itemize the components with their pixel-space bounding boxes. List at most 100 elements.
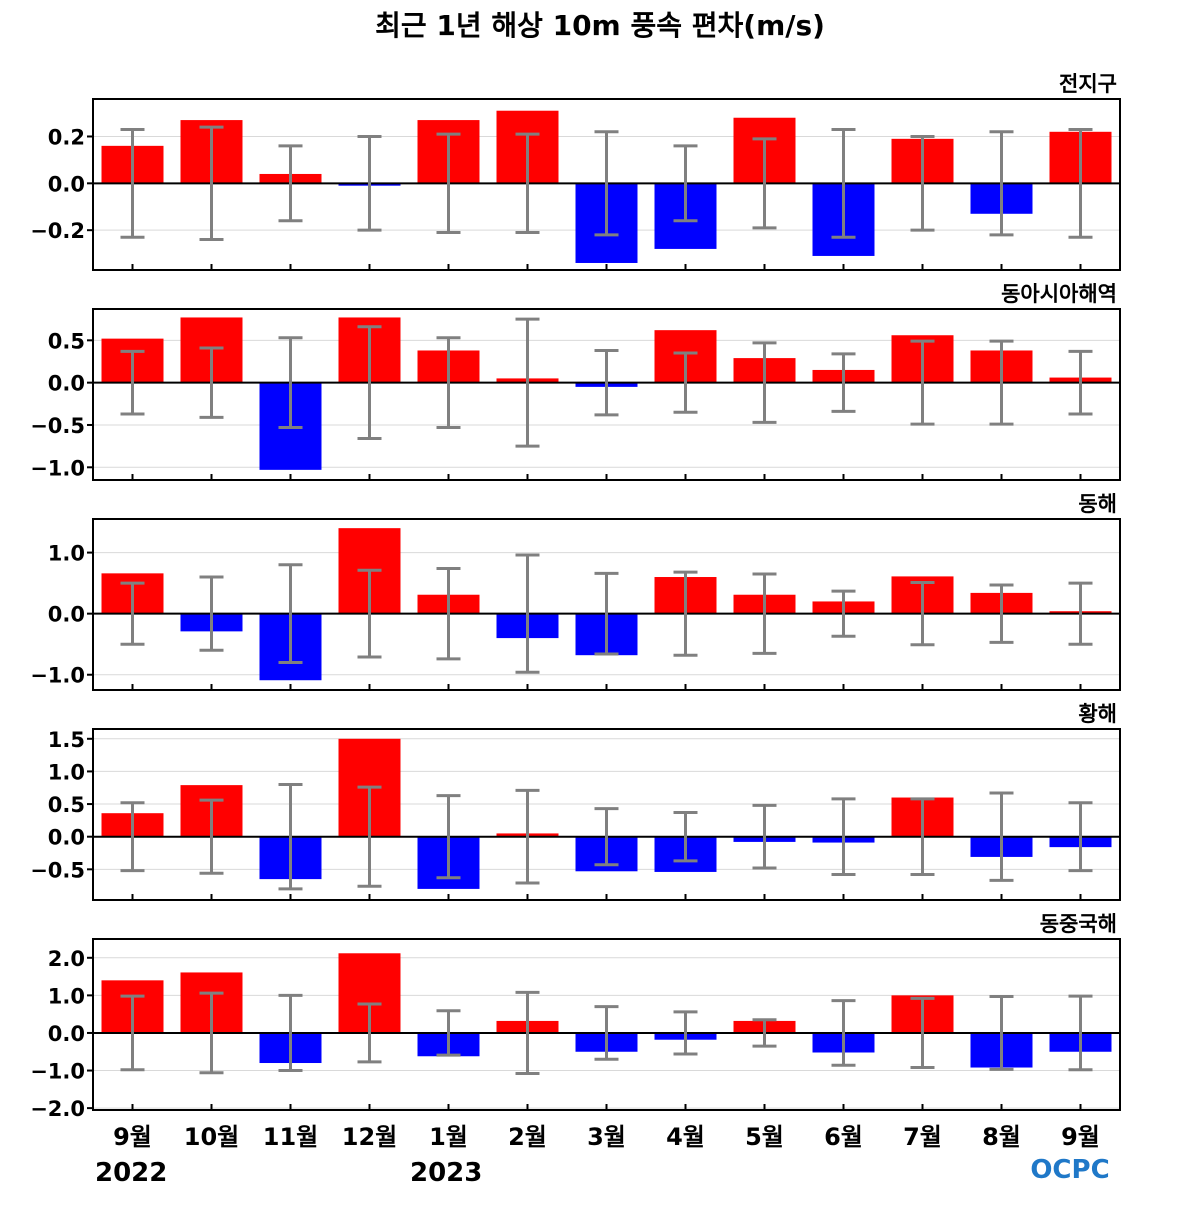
error-bar — [515, 553, 540, 674]
error-bar — [278, 144, 303, 223]
error-bar — [199, 991, 224, 1075]
panel-1: −0.2 0.0 0.2 전지구 — [30, 72, 1121, 271]
error-bar — [278, 782, 303, 891]
y-tick-label: 0.5 — [48, 329, 85, 353]
error-bar — [436, 132, 461, 235]
error-bar — [989, 791, 1014, 882]
error-bar — [673, 1010, 698, 1056]
y-tick-label: −2.0 — [30, 1097, 85, 1121]
panel-4: −0.5 0.0 0.5 1.0 1.5 황해 — [30, 702, 1121, 901]
error-bar — [594, 807, 619, 867]
error-bar — [120, 801, 145, 873]
error-bar — [120, 994, 145, 1072]
y-tick-label: 0.0 — [48, 172, 85, 196]
error-bar — [436, 336, 461, 430]
error-bar — [515, 132, 540, 235]
error-bar — [831, 127, 856, 239]
year-label-2022: 2022 — [95, 1158, 167, 1188]
x-tick-label: 7월 — [903, 1123, 942, 1151]
x-tick-label: 9월 — [113, 1123, 152, 1151]
x-tick-label: 5월 — [745, 1123, 784, 1151]
error-bar — [278, 993, 303, 1073]
error-bar — [436, 566, 461, 661]
y-tick-label: −1.0 — [30, 664, 85, 688]
x-tick-label: 1월 — [429, 1123, 468, 1151]
error-bar — [199, 346, 224, 419]
error-bar — [831, 999, 856, 1067]
error-bar — [120, 127, 145, 239]
y-tick-label: 1.0 — [48, 984, 85, 1008]
error-bar — [831, 797, 856, 877]
error-bar — [594, 1005, 619, 1061]
y-tick-label: −0.5 — [30, 858, 85, 882]
panel-label: 황해 — [1078, 702, 1117, 726]
error-bar — [594, 571, 619, 656]
error-bar — [989, 339, 1014, 426]
y-tick-label: 0.0 — [48, 1022, 85, 1046]
y-tick-label: −1.0 — [30, 1060, 85, 1084]
ocpc-logo: OCPC — [1030, 1155, 1109, 1185]
x-tick-label: 6월 — [824, 1123, 863, 1151]
error-bar — [1068, 994, 1093, 1072]
error-bar — [752, 572, 777, 655]
error-bar — [357, 1002, 382, 1064]
x-tick-label: 8월 — [982, 1123, 1021, 1151]
y-tick-label: 0.2 — [48, 125, 85, 149]
error-bar — [594, 348, 619, 417]
chart-panels: −0.2 0.0 0.2 전지구 −1.0 −0.5 0.0 0.5 동아시아해역 −1.0 0.0… — [30, 72, 1121, 1121]
error-bar — [120, 349, 145, 416]
error-bar — [673, 351, 698, 414]
error-bar — [831, 352, 856, 413]
y-tick-label: −0.2 — [30, 219, 85, 243]
x-tick-label: 3월 — [587, 1123, 626, 1151]
error-bar — [436, 1009, 461, 1057]
error-bar — [278, 563, 303, 665]
error-bar — [673, 811, 698, 863]
y-tick-label: 0.5 — [48, 793, 85, 817]
y-tick-label: 1.0 — [48, 542, 85, 566]
panel-label: 동아시아해역 — [1001, 282, 1117, 306]
x-tick-label: 10월 — [184, 1123, 239, 1151]
year-label-2023: 2023 — [410, 1158, 482, 1188]
x-tick-label: 9월 — [1061, 1123, 1100, 1151]
error-bar — [673, 144, 698, 223]
error-bar — [515, 317, 540, 448]
panel-3: −1.0 0.0 1.0 동해 — [30, 492, 1121, 691]
y-tick-label: 0.0 — [48, 372, 85, 396]
error-bar — [120, 581, 145, 646]
x-tick-label: 11월 — [263, 1123, 318, 1151]
error-bar — [752, 341, 777, 424]
error-bar — [910, 996, 935, 1070]
y-tick-label: −0.5 — [30, 414, 85, 438]
panel-label: 동중국해 — [1040, 912, 1117, 936]
error-bar — [752, 1018, 777, 1048]
y-tick-label: 0.0 — [48, 603, 85, 627]
error-bar — [989, 995, 1014, 1071]
error-bar — [1068, 349, 1093, 416]
error-bar — [436, 794, 461, 880]
error-bar — [278, 336, 303, 430]
error-bar — [515, 990, 540, 1076]
error-bar — [989, 130, 1014, 237]
y-tick-label: 1.5 — [48, 728, 85, 752]
chart-title: 최근 1년 해상 10m 풍속 편차(m/s) — [375, 9, 825, 42]
logo-text: OCPC — [1030, 1155, 1109, 1185]
error-bar — [357, 785, 382, 888]
error-bar — [1068, 127, 1093, 239]
y-tick-label: 1.0 — [48, 760, 85, 784]
x-tick-label: 2월 — [508, 1123, 547, 1151]
panel-label: 동해 — [1078, 492, 1117, 516]
error-bar — [910, 339, 935, 426]
x-tick-label: 12월 — [342, 1123, 397, 1151]
y-tick-label: −1.0 — [30, 456, 85, 480]
error-bar — [199, 798, 224, 875]
panel-5: −2.0 −1.0 0.0 1.0 2.0 동중국해 — [30, 912, 1121, 1121]
error-bar — [1068, 801, 1093, 873]
panel-2: −1.0 −0.5 0.0 0.5 동아시아해역 — [30, 282, 1121, 481]
error-bar — [989, 583, 1014, 644]
error-bar — [515, 788, 540, 885]
error-bar — [594, 130, 619, 237]
error-bar — [199, 125, 224, 242]
error-bar — [910, 797, 935, 877]
